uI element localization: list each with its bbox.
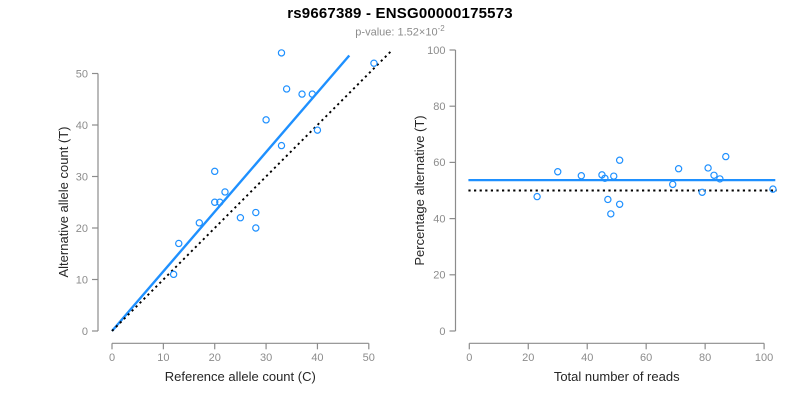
allele-count-scatter: 0 10 20 30 40 50 0 10 20 30 40 50 Reference allele c…	[56, 49, 392, 384]
data-point	[211, 167, 219, 176]
data-point	[769, 185, 777, 193]
data-point	[221, 188, 229, 196]
percentage-scatter: 0 20 40 60 80 100 0 20 40 60 80 100 Total number of …	[412, 45, 777, 384]
data-point	[169, 270, 178, 279]
data-point	[533, 192, 541, 201]
y-tick-label: 40	[433, 213, 445, 225]
y-axis-title: Alternative allele count (T)	[56, 126, 71, 277]
data-point	[277, 141, 286, 150]
page-title: rs9667389 - ENSG00000175573	[287, 5, 513, 22]
data-point	[195, 219, 204, 227]
p-value-text: p-value: 1.52×10	[355, 26, 438, 39]
data-point	[604, 195, 612, 204]
identity-line	[111, 51, 392, 332]
y-tick-label: 100	[427, 45, 445, 57]
x-tick-label: 40	[581, 352, 593, 364]
data-point	[216, 198, 224, 206]
x-tick-label: 60	[640, 352, 652, 364]
fit-line	[111, 54, 351, 332]
data-point	[698, 188, 706, 196]
data-point	[674, 165, 683, 173]
y-tick-label: 80	[433, 101, 445, 113]
data-point	[211, 198, 219, 206]
p-value-exponent: -2	[437, 24, 445, 33]
data-point	[704, 164, 712, 172]
data-point	[607, 210, 615, 218]
y-tick-label: 60	[433, 157, 445, 169]
data-point	[175, 239, 183, 248]
data-point	[313, 126, 322, 134]
x-tick-label: 0	[109, 352, 115, 364]
data-point	[282, 85, 291, 93]
data-point	[252, 224, 260, 232]
data-point	[308, 90, 317, 98]
x-tick-label: 20	[209, 352, 221, 364]
y-tick-label: 10	[76, 274, 88, 286]
data-point	[277, 49, 286, 57]
y-tick-label: 0	[439, 326, 445, 338]
data-point	[554, 168, 562, 176]
x-axis-title: Total number of reads	[554, 369, 680, 384]
x-tick-label: 30	[260, 352, 272, 364]
data-point	[669, 180, 677, 189]
y-tick-label: 40	[76, 120, 88, 132]
x-tick-label: 80	[699, 352, 711, 364]
y-tick-label: 20	[433, 270, 445, 282]
data-point	[710, 171, 718, 179]
data-point	[577, 172, 586, 180]
x-tick-label: 20	[522, 352, 534, 364]
x-tick-label: 10	[157, 352, 169, 364]
data-point	[262, 116, 270, 124]
data-point	[615, 200, 624, 208]
data-point	[610, 172, 618, 180]
y-tick-label: 0	[82, 326, 88, 338]
y-tick-label: 50	[76, 68, 88, 80]
x-tick-label: 50	[363, 352, 375, 364]
data-point	[252, 208, 260, 217]
x-axis-title: Reference allele count (C)	[165, 369, 316, 384]
data-point	[298, 90, 306, 98]
data-point	[716, 175, 724, 183]
x-tick-label: 40	[311, 352, 323, 364]
x-tick-label: 0	[466, 352, 472, 364]
y-tick-label: 30	[76, 171, 88, 183]
data-point	[615, 156, 624, 164]
x-tick-label: 100	[755, 352, 773, 364]
y-tick-label: 20	[76, 223, 88, 235]
p-value-subtitle: p-value: 1.52×10-2	[0, 24, 800, 39]
data-point	[722, 152, 730, 161]
data-point	[236, 213, 245, 222]
data-point	[370, 59, 378, 67]
y-axis-title: Percentage alternative (T)	[412, 115, 427, 265]
data-point	[601, 174, 609, 182]
